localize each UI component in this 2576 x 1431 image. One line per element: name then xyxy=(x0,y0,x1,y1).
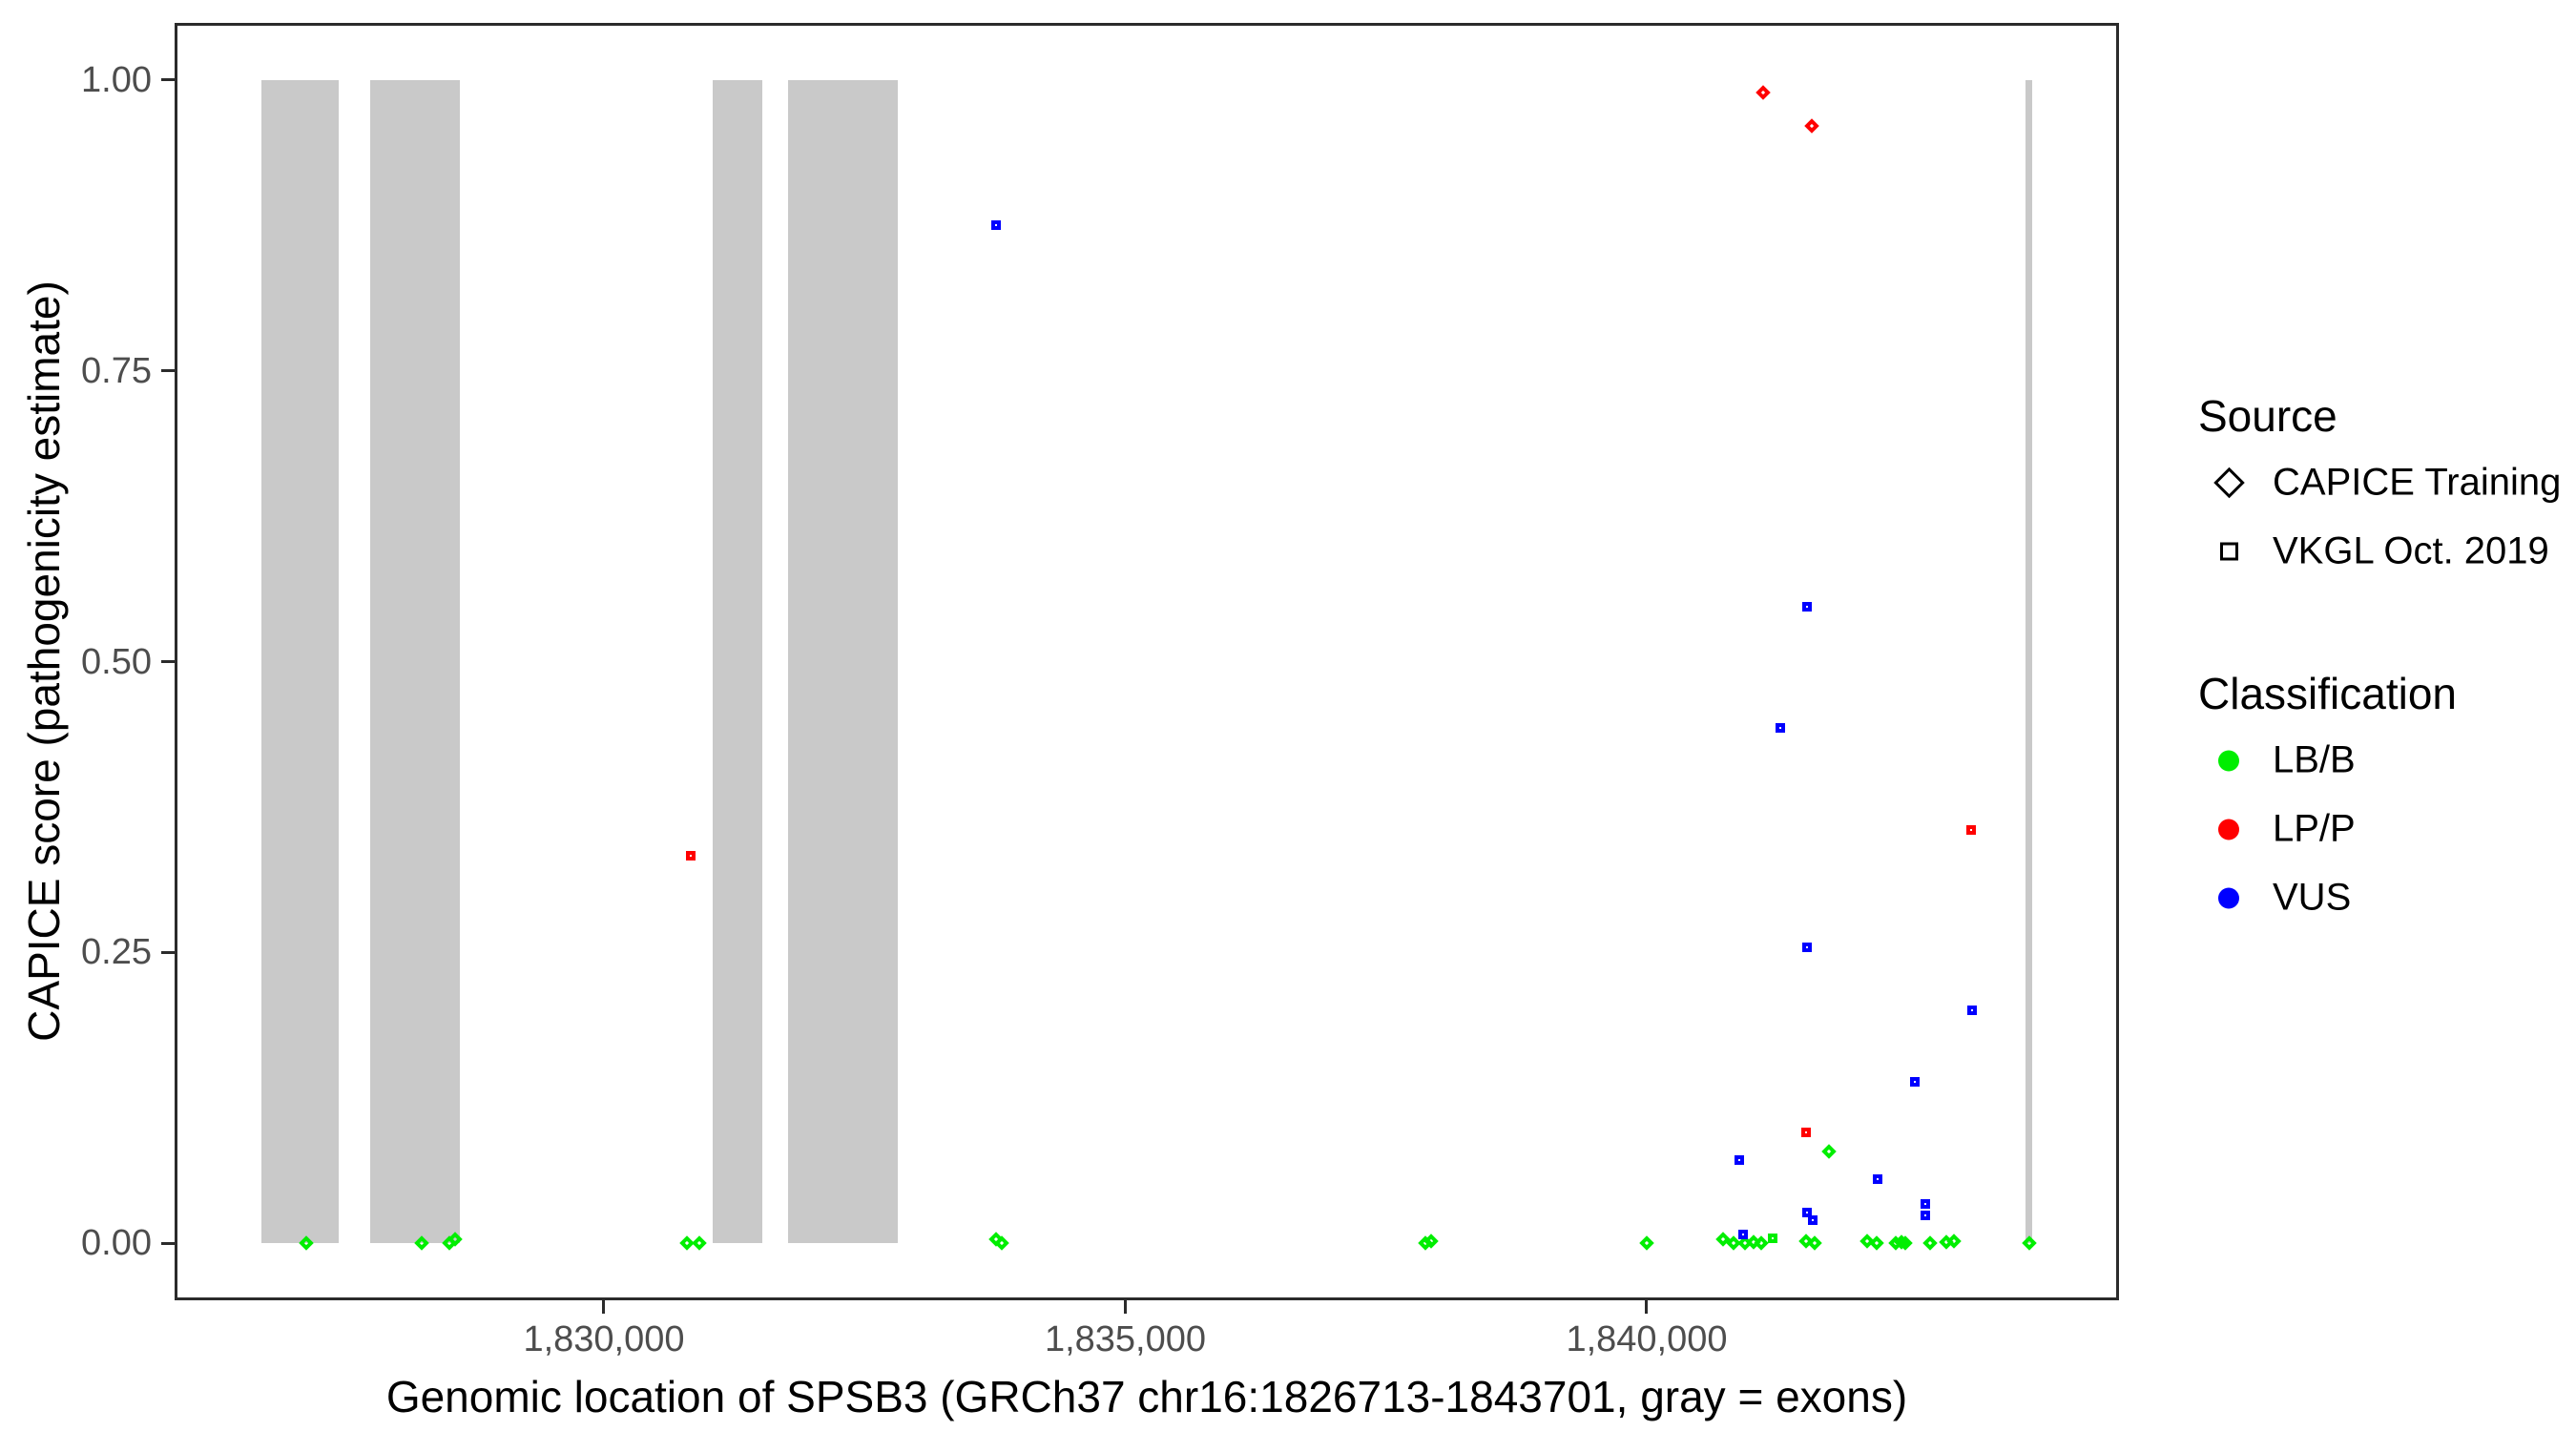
legend-item-capice-training: CAPICE Training xyxy=(2198,462,2561,505)
data-point-diamond-lbb xyxy=(692,1235,707,1251)
y-tick-mark xyxy=(161,950,175,954)
data-point-diamond-lpp xyxy=(1804,117,1819,134)
legend-item-label: VUS xyxy=(2273,876,2352,919)
dot-icon xyxy=(2218,887,2239,908)
data-point-square-vus xyxy=(1801,602,1812,612)
legend-item-vus: VUS xyxy=(2198,877,2351,920)
data-point-diamond-lbb xyxy=(1639,1235,1654,1251)
dot-icon xyxy=(2218,750,2239,771)
data-point-diamond-lpp xyxy=(1755,85,1771,101)
data-point-square-vus xyxy=(1775,722,1785,733)
legend-item-lbb: LB/B xyxy=(2198,739,2356,782)
legend-item-label: VKGL Oct. 2019 xyxy=(2273,529,2549,572)
data-point-square-vus xyxy=(1801,1208,1812,1218)
data-point-square-vus xyxy=(1737,1230,1748,1240)
data-point-square-lpp xyxy=(1966,825,1976,836)
data-point-square-vus xyxy=(1921,1210,1931,1220)
data-point-square-vus xyxy=(1807,1214,1818,1225)
legend-key xyxy=(2198,887,2259,908)
legend-key xyxy=(2198,750,2259,771)
data-point-square-vus xyxy=(1921,1198,1931,1209)
legend-item-label: LB/B xyxy=(2273,738,2356,781)
exon-bar xyxy=(788,79,898,1243)
x-tick-mark xyxy=(602,1300,606,1314)
legend-key xyxy=(2198,467,2259,499)
y-tick-mark xyxy=(161,1241,175,1245)
y-tick-mark xyxy=(161,369,175,373)
dot-icon xyxy=(2218,819,2239,840)
legend-key xyxy=(2198,542,2259,561)
data-point-square-vus xyxy=(990,220,1001,231)
y-tick-label: 0.75 xyxy=(81,350,152,391)
legend-key xyxy=(2198,819,2259,840)
x-tick-label: 1,830,000 xyxy=(523,1319,685,1359)
y-tick-label: 0.00 xyxy=(81,1223,152,1264)
y-axis-title: CAPICE score (pathogenicity estimate) xyxy=(19,280,69,1042)
legend-title-classification: Classification xyxy=(2198,669,2457,718)
exon-bar xyxy=(260,79,339,1243)
y-tick-label: 0.25 xyxy=(81,932,152,973)
data-point-square-lpp xyxy=(1800,1128,1811,1138)
x-tick-label: 1,840,000 xyxy=(1566,1319,1728,1359)
exon-bar xyxy=(2025,79,2033,1243)
exon-bar xyxy=(712,79,762,1243)
x-tick-mark xyxy=(1645,1300,1649,1314)
legend-item-label: LP/P xyxy=(2273,807,2356,850)
legend-item-label: CAPICE Training xyxy=(2273,461,2562,504)
y-tick-mark xyxy=(161,78,175,82)
diamond-icon xyxy=(2212,467,2245,499)
legend-title-source: Source xyxy=(2198,391,2337,441)
data-point-square-vus xyxy=(1872,1173,1882,1184)
data-point-square-vus xyxy=(1909,1076,1920,1087)
exon-bar xyxy=(369,79,460,1243)
legend-item-lpp: LP/P xyxy=(2198,808,2356,851)
data-point-diamond-lbb xyxy=(1821,1143,1837,1159)
x-tick-mark xyxy=(1123,1300,1127,1314)
x-axis-title: Genomic location of SPSB3 (GRCh37 chr16:… xyxy=(385,1372,1908,1421)
data-point-diamond-lbb xyxy=(2022,1235,2037,1251)
data-point-square-lpp xyxy=(686,851,696,861)
data-point-square-vus xyxy=(1966,1006,1977,1016)
x-tick-label: 1,835,000 xyxy=(1044,1319,1206,1359)
data-point-square-vus xyxy=(1801,943,1812,953)
y-tick-label: 0.50 xyxy=(81,641,152,682)
legend-item-vkgl-oct-2019: VKGL Oct. 2019 xyxy=(2198,530,2549,573)
y-tick-mark xyxy=(161,660,175,663)
data-point-square-vus xyxy=(1735,1155,1745,1166)
plot-panel xyxy=(175,23,2119,1300)
data-point-diamond-lbb xyxy=(1922,1235,1938,1251)
y-tick-label: 1.00 xyxy=(81,59,152,100)
square-icon xyxy=(2219,542,2238,561)
data-point-square-lbb xyxy=(1768,1234,1778,1244)
